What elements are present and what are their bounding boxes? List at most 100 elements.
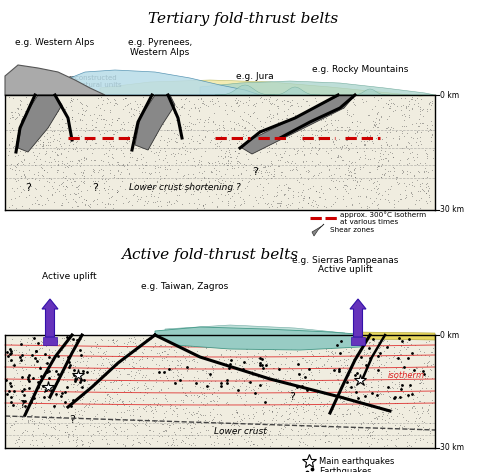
Point (207, 168, 215, 175)
Point (393, 141, 400, 148)
Point (385, 414, 393, 422)
Point (140, 405, 148, 413)
Point (182, 439, 189, 447)
Point (373, 120, 380, 127)
Point (87, 141, 94, 149)
Point (56, 140, 64, 148)
Point (162, 353, 170, 361)
Point (282, 398, 290, 406)
Bar (5, 335, 435, 448)
Point (284, 415, 292, 422)
Point (154, 163, 162, 170)
Point (300, 194, 308, 202)
Point (332, 176, 339, 183)
Point (167, 405, 174, 412)
Point (29, 428, 37, 435)
Point (135, 369, 143, 377)
Point (230, 413, 238, 421)
Point (347, 345, 355, 352)
Point (59, 414, 67, 421)
Point (49, 137, 56, 145)
Point (303, 109, 311, 117)
Point (15, 348, 23, 355)
Point (206, 397, 214, 405)
Point (382, 407, 390, 415)
Point (109, 137, 117, 145)
Point (126, 377, 133, 384)
Point (98, 172, 106, 179)
Point (56, 127, 64, 135)
Point (343, 365, 351, 373)
Point (298, 374, 306, 382)
Point (112, 196, 120, 204)
Point (214, 194, 222, 202)
Point (165, 197, 173, 204)
Point (289, 109, 297, 117)
Point (328, 378, 336, 386)
Point (161, 147, 169, 154)
Point (289, 415, 297, 423)
Point (173, 138, 181, 146)
Point (88, 403, 96, 410)
Point (233, 159, 241, 167)
Point (274, 96, 281, 103)
Point (182, 433, 190, 441)
Point (240, 109, 248, 116)
Point (137, 150, 145, 158)
Point (213, 397, 221, 405)
Point (370, 93, 377, 101)
Point (313, 131, 320, 139)
Point (135, 356, 143, 363)
Point (348, 202, 356, 209)
Point (409, 402, 417, 410)
Point (119, 358, 127, 366)
Point (179, 424, 187, 431)
Point (177, 95, 185, 103)
Point (82, 107, 90, 115)
Point (61, 174, 69, 182)
Point (37, 112, 45, 119)
Point (346, 409, 354, 417)
Point (94, 101, 101, 109)
Point (122, 353, 130, 360)
Point (267, 171, 275, 178)
Point (367, 440, 375, 447)
Point (303, 358, 311, 366)
Point (193, 353, 201, 360)
Point (190, 187, 198, 194)
Point (94, 111, 102, 118)
Point (336, 177, 343, 185)
Point (224, 342, 231, 350)
Point (84, 383, 92, 391)
Point (236, 362, 244, 369)
Point (81, 127, 89, 135)
Point (230, 164, 238, 171)
Point (128, 385, 136, 392)
Text: 0 km: 0 km (440, 330, 459, 339)
Point (169, 99, 177, 106)
Point (304, 175, 312, 183)
Point (275, 162, 283, 169)
Point (224, 197, 232, 205)
Point (334, 375, 341, 383)
Point (19, 390, 26, 398)
Point (147, 346, 154, 354)
Point (331, 410, 339, 418)
Point (262, 176, 270, 183)
Point (171, 378, 179, 386)
Point (217, 185, 225, 193)
Point (415, 397, 423, 405)
Point (291, 417, 299, 424)
Point (377, 373, 385, 380)
Point (53, 392, 60, 400)
Point (230, 125, 238, 133)
Point (45, 175, 53, 182)
Point (42, 342, 50, 350)
Point (416, 367, 424, 375)
Point (396, 190, 404, 197)
Point (255, 174, 262, 182)
Point (67, 415, 75, 423)
Point (176, 361, 184, 369)
Point (409, 403, 416, 411)
Point (75, 337, 83, 345)
